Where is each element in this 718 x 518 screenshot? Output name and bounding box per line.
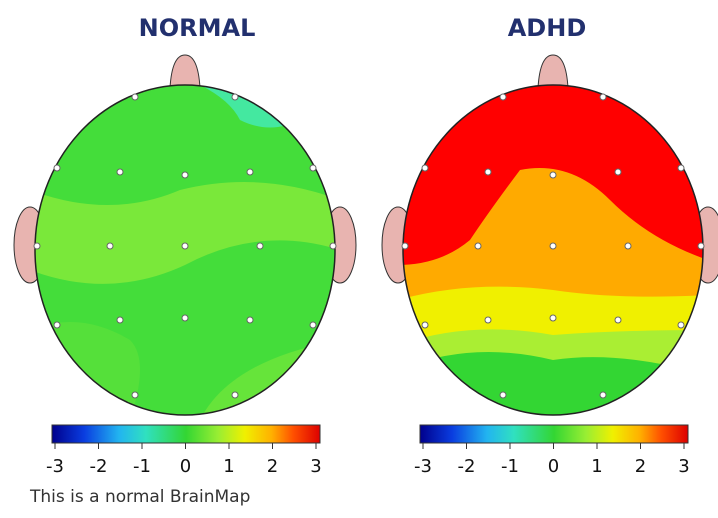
tick-label: -2 [458,456,476,477]
tick-label: -3 [46,456,64,477]
head-normal [13,54,357,416]
color-bar [51,424,321,444]
tick-label: -3 [414,456,432,477]
tick-label: 1 [591,456,602,477]
map-title: NORMAL [139,14,256,42]
tick-label: 2 [635,456,646,477]
tick-label: -2 [90,456,108,477]
caption: This is a normal BrainMap [29,487,250,507]
tick-label: -1 [501,456,519,477]
head-adhd [381,54,718,416]
tick-label: 2 [267,456,278,477]
tick-label: 1 [223,456,234,477]
color-bar [419,424,689,444]
map-title: ADHD [508,14,587,42]
tick-label: 3 [310,456,321,477]
tick-label: 0 [548,456,559,477]
tick-label: -1 [133,456,151,477]
tick-label: 0 [180,456,191,477]
tick-label: 3 [678,456,689,477]
